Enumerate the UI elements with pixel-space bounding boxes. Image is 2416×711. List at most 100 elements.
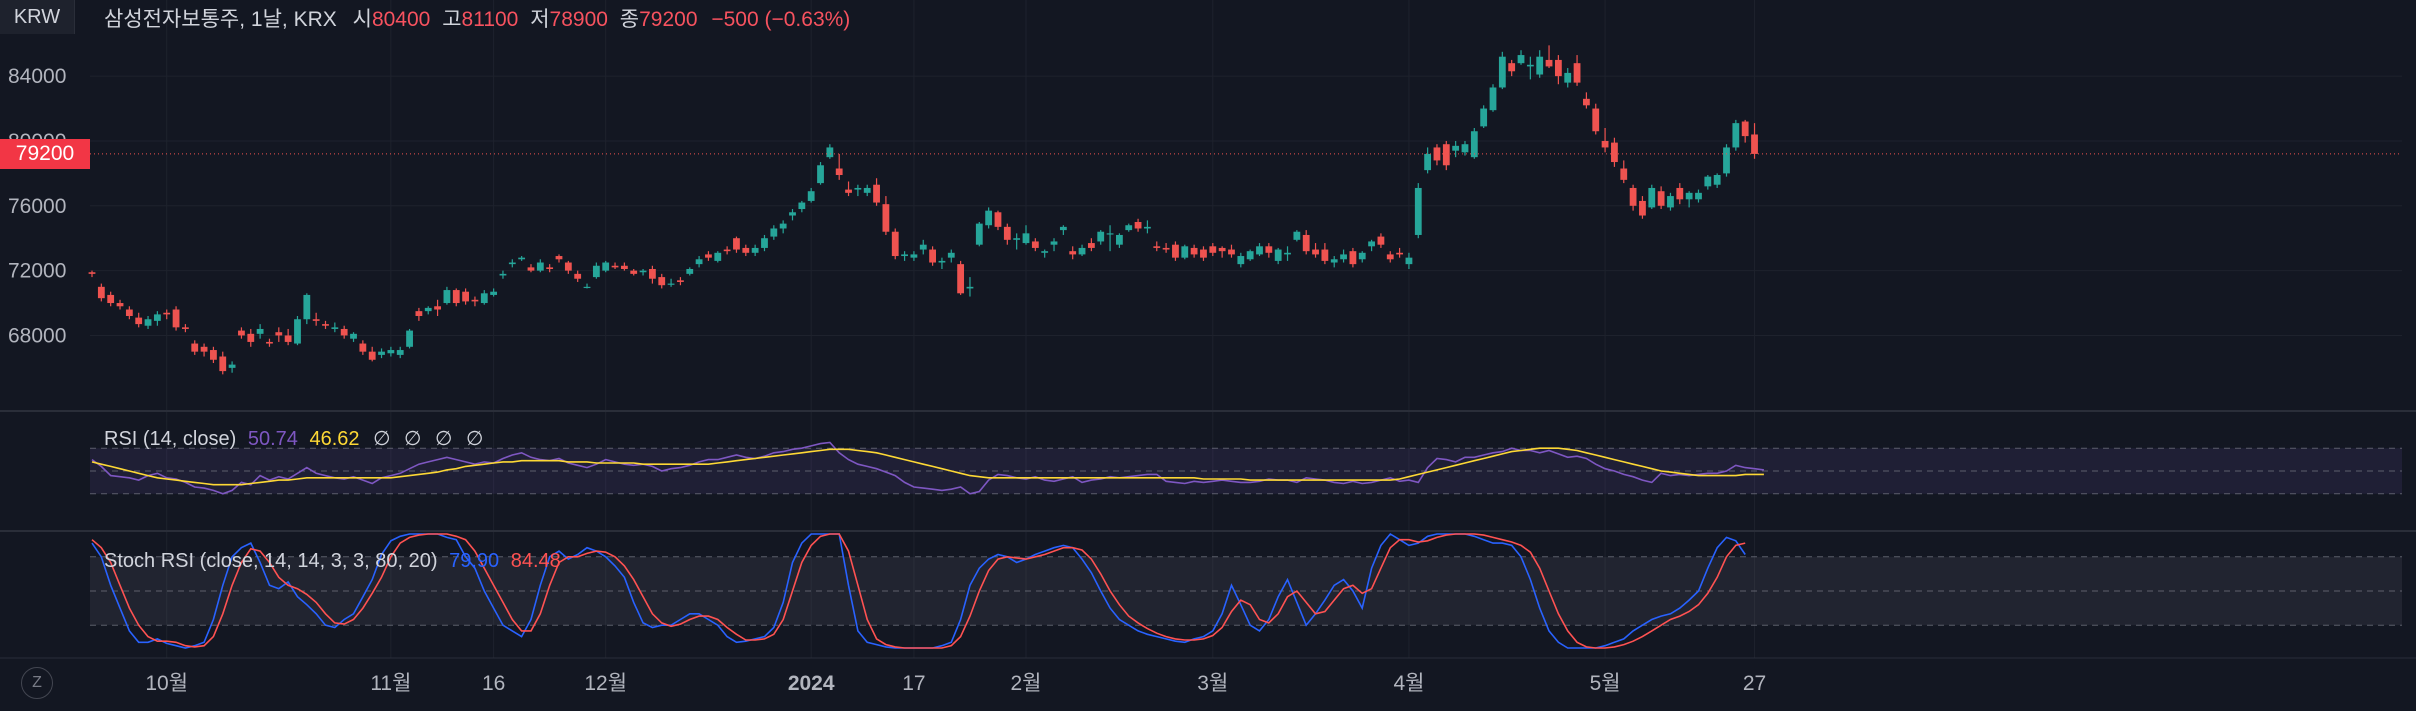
- candle-body: [705, 254, 712, 258]
- candle-body: [1302, 234, 1310, 252]
- candle-body: [88, 272, 96, 274]
- candle-body: [574, 273, 582, 279]
- high-label: 고: [442, 8, 462, 31]
- candle-body: [555, 256, 563, 260]
- candle-body: [1461, 144, 1469, 153]
- candle-body: [611, 265, 619, 268]
- candle-body: [1713, 175, 1721, 185]
- candle-body: [144, 319, 152, 326]
- candle-body: [1433, 147, 1441, 161]
- candle-body: [1265, 246, 1273, 253]
- candle-body: [443, 290, 451, 304]
- candle-body: [957, 264, 965, 294]
- candle-body: [322, 324, 329, 326]
- candle-body: [1704, 176, 1712, 187]
- candle-body: [966, 286, 974, 289]
- symbol-title: 삼성전자보통주, 1날, KRX: [104, 8, 337, 31]
- candle-body: [1741, 121, 1749, 137]
- price-axis[interactable]: 8400080000760007200068000: [8, 65, 66, 347]
- last-price-text: 79200: [15, 141, 75, 165]
- candle-body: [835, 168, 843, 175]
- candle-body: [462, 291, 469, 302]
- rsi-empty-values: ∅ ∅ ∅ ∅: [373, 428, 488, 450]
- candle-body: [1405, 257, 1413, 265]
- candle-body: [1256, 246, 1263, 255]
- candle-body: [331, 327, 339, 329]
- low-value: 78900: [549, 8, 608, 31]
- x-tick-label: 5월: [1590, 672, 1621, 695]
- change-value: −500 (−0.63%): [711, 8, 851, 31]
- currency-label[interactable]: KRW: [0, 0, 75, 34]
- candle-body: [1172, 244, 1179, 258]
- candle-body: [1414, 187, 1422, 235]
- candle-body: [1097, 231, 1105, 242]
- candle-body: [994, 212, 1002, 227]
- candle-body: [929, 249, 936, 263]
- candle-body: [350, 333, 357, 339]
- candle-body: [247, 333, 255, 342]
- candle-body: [200, 346, 208, 352]
- candle-body: [779, 223, 787, 229]
- candle-body: [1153, 246, 1161, 248]
- candle-body: [1695, 192, 1702, 200]
- candle-body: [1078, 247, 1086, 255]
- candle-body: [677, 280, 684, 282]
- candle-body: [266, 341, 273, 344]
- candle-body: [1396, 252, 1403, 255]
- candle-body: [1629, 187, 1637, 206]
- candle-body: [1517, 55, 1525, 64]
- candle-body: [1573, 63, 1581, 83]
- scale-z-button[interactable]: Z: [21, 667, 53, 699]
- candle-body: [1452, 145, 1460, 151]
- candle-body: [1592, 108, 1600, 132]
- candle-body: [499, 273, 507, 276]
- candle-body: [630, 270, 638, 274]
- currency-text: KRW: [13, 5, 61, 28]
- candle-body: [1508, 63, 1516, 72]
- candle-body: [789, 212, 796, 216]
- candle-body: [714, 252, 722, 261]
- scale-z-text: Z: [32, 674, 42, 691]
- candle-body: [751, 247, 759, 253]
- candle-body: [1312, 249, 1319, 255]
- candle-body: [1536, 56, 1544, 75]
- candle-body: [536, 262, 544, 271]
- candle-body: [378, 351, 385, 355]
- x-tick-label: 2024: [788, 672, 835, 695]
- candle-body: [210, 350, 217, 360]
- candle-body: [901, 254, 908, 257]
- candle-body: [480, 293, 488, 304]
- candlestick-series[interactable]: [88, 45, 1758, 375]
- stoch-legend[interactable]: Stoch RSI (close, 14, 14, 3, 3, 80, 20) …: [104, 550, 561, 573]
- candle-body: [1190, 247, 1198, 255]
- candle-body: [761, 238, 768, 248]
- y-tick-label: 72000: [8, 260, 66, 283]
- time-axis[interactable]: 10월 11월 16 12월 2024 17 2월 3월 4월 5월 27: [145, 672, 1766, 695]
- candle-body: [1134, 222, 1142, 229]
- candle-body: [1106, 233, 1114, 235]
- candle-body: [938, 260, 946, 263]
- candle-body: [1162, 247, 1170, 250]
- rsi-legend[interactable]: RSI (14, close) 50.74 46.62 ∅ ∅ ∅ ∅: [104, 426, 487, 451]
- candle-body: [1480, 108, 1488, 127]
- candle-body: [387, 350, 395, 354]
- candle-body: [658, 277, 666, 286]
- rsi-series: [91, 441, 1765, 495]
- candle-body: [1751, 134, 1758, 154]
- candle-body: [396, 350, 404, 355]
- rsi-value: 50.74: [247, 428, 298, 450]
- candle-body: [275, 332, 283, 336]
- candle-body: [107, 294, 115, 304]
- candle-body: [817, 165, 824, 184]
- candle-body: [1013, 238, 1021, 240]
- candle-body: [985, 210, 993, 226]
- candle-body: [1003, 226, 1011, 240]
- candle-body: [602, 262, 610, 271]
- candle-body: [546, 267, 554, 269]
- candle-body: [415, 311, 423, 316]
- pane-separators: [0, 410, 2416, 659]
- candle-body: [854, 187, 862, 190]
- candle-body: [686, 269, 694, 274]
- candle-body: [910, 254, 918, 258]
